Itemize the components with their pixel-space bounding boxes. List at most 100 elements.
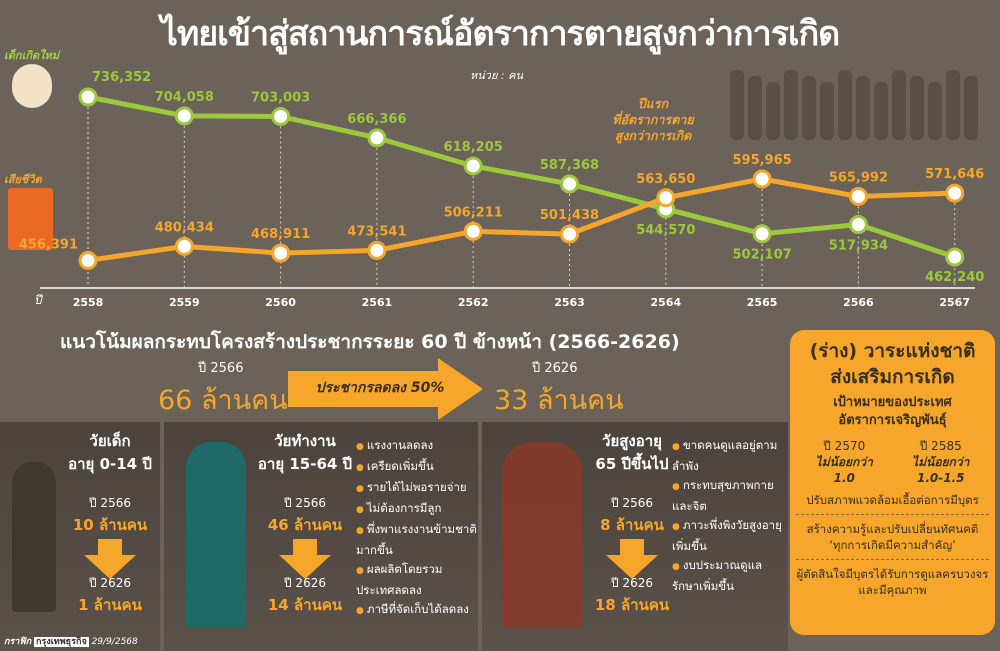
people-silhouette-icon	[784, 70, 798, 140]
legend-deaths: เสียชีวิต	[4, 173, 42, 186]
data-point	[560, 224, 579, 244]
elderly-figure-icon	[502, 442, 582, 627]
people-silhouette-icon	[802, 76, 816, 140]
data-point	[271, 243, 291, 263]
impact-item: ไม่ต้องการมีลูก	[356, 499, 478, 520]
x-tick-label: 2564	[650, 296, 681, 309]
panel-working: วัยทำงาน อายุ 15-64 ปี ปี 2566 46 ล้านคน ป…	[164, 422, 478, 651]
panel-children: วัยเด็ก อายุ 0-14 ปี ปี 2566 10 ล้านคน ปี …	[0, 422, 160, 651]
policy-sub-2: อัตราการเจริญพันธุ์	[838, 413, 947, 428]
group-title: วัยเด็ก อายุ 0-14 ปี	[68, 432, 152, 473]
data-point	[174, 236, 194, 256]
annotation: สูงกว่าการเกิด	[615, 128, 692, 144]
data-point	[78, 250, 98, 270]
people-silhouette-icon	[820, 82, 834, 140]
page-title: ไทยเข้าสู่สถานการณ์อัตราการตายสูงกว่าการ…	[160, 14, 841, 54]
data-label: 736,352	[92, 70, 151, 85]
impact-list: ขาดคนดูแลอยู่ตามลำพัง กระทบสุขภาพกายและจ…	[672, 436, 788, 596]
data-label: 468,911	[251, 227, 310, 242]
data-label: 480,434	[155, 220, 214, 235]
policy-box: (ร่าง) วาระแห่งชาติ ส่งเสริมการเกิด เป้า…	[790, 330, 995, 635]
group-value-2626: ปี 2626 14 ล้านคน	[267, 576, 343, 614]
data-label: 456,391	[19, 237, 78, 252]
impact-item: งบประมาณดูแลรักษาเพิ่มขึ้น	[672, 556, 788, 596]
data-label: 666,366	[347, 112, 406, 127]
x-tick-label: 2561	[362, 296, 393, 309]
data-point	[367, 128, 387, 148]
group-value-2626: ปี 2626 18 ล้านคน	[594, 576, 670, 614]
down-arrow-icon	[606, 539, 658, 579]
annotation: ที่อัตราการตาย	[612, 110, 695, 127]
group-value-2626: ปี 2626 1 ล้านคน	[78, 576, 142, 614]
data-point	[174, 106, 194, 126]
credit: กราฟิก กรุงเทพธุรกิจ 29/9/2568	[4, 637, 138, 647]
data-label: 506,211	[444, 205, 503, 220]
group-value-2566: ปี 2566 8 ล้านคน	[600, 496, 664, 534]
data-point	[271, 106, 291, 126]
target-2570: ปี 2570 ไม่น้อยกว่า 1.0	[815, 439, 873, 485]
data-label: 595,965	[732, 153, 791, 168]
panel-elderly: วัยสูงอายุ 65 ปีขึ้นไป ปี 2566 8 ล้านคน ปี…	[482, 422, 788, 651]
from-year: ปี 2566	[198, 361, 244, 376]
unit-label: หน่วย : คน	[470, 69, 523, 82]
x-tick-label: 2567	[939, 296, 970, 309]
group-value-2566: ปี 2566 46 ล้านคน	[267, 496, 343, 534]
deceased-portrait-icon	[8, 188, 53, 250]
to-value: 33 ล้านคน	[494, 385, 624, 416]
policy-sub: เป้าหมายของประเทศ	[833, 395, 952, 410]
data-point	[367, 240, 387, 260]
data-point	[463, 221, 483, 241]
people-silhouette-icon	[892, 70, 906, 140]
to-year: ปี 2626	[532, 361, 578, 376]
x-tick-label: 2558	[73, 296, 104, 309]
people-silhouette-icon	[748, 76, 762, 140]
policy-title: (ร่าง) วาระแห่งชาติ	[809, 340, 976, 362]
arrow-text: ประชากรลดลง 50%	[315, 380, 445, 396]
x-tick-label: 2563	[554, 296, 585, 309]
x-tick-label: 2559	[169, 296, 200, 309]
data-label: 571,646	[925, 167, 984, 182]
target-2585: ปี 2585 ไม่น้อยกว่า 1.0-1.5	[912, 439, 970, 485]
people-silhouette-icon	[946, 70, 960, 140]
data-label: 502,107	[732, 248, 791, 263]
data-point	[78, 87, 98, 107]
group-title: วัยสูงอายุ 65 ปีขึ้นไป	[595, 432, 669, 473]
impact-item: กระทบสุขภาพกายและจิต	[672, 476, 788, 516]
people-silhouette-icon	[766, 82, 780, 140]
impact-item: ขาดคนดูแลอยู่ตามลำพัง	[672, 436, 788, 476]
projection-subtitle: แนวโน้มผลกระทบโครงสร้างประชากรระยะ 60 ปี…	[60, 331, 680, 353]
data-label: 517,934	[829, 238, 888, 253]
policy-item: ผู้ตัดสินใจมีบุตรได้รับการดูแลครบวงจรและ…	[796, 567, 989, 597]
impact-item: ภาษีที่จัดเก็บได้ลดลง	[356, 600, 478, 621]
policy-item: ปรับสภาพแวดล้อมเอื้อต่อการมีบุตร	[796, 486, 989, 515]
x-tick-label: 2560	[265, 296, 296, 309]
people-silhouette-icon	[856, 76, 870, 140]
from-value: 66 ล้านคน	[158, 385, 288, 416]
x-tick-label: 2566	[843, 296, 874, 309]
x-tick-label: 2562	[458, 296, 489, 309]
policy-item: สร้างความรู้และปรับเปลี่ยนทัศนคติ ‘ทุกกา…	[796, 515, 989, 560]
data-point	[848, 186, 868, 206]
data-point	[848, 214, 868, 234]
impact-item: ผลผลิตโดยรวมประเทศลดลง	[356, 560, 478, 600]
data-point	[752, 169, 772, 189]
people-silhouette-icon	[964, 76, 978, 140]
impact-item: แรงงานลดลง	[356, 436, 478, 457]
data-label: 501,438	[540, 208, 599, 223]
data-label: 544,570	[636, 223, 695, 238]
impact-item: พึ่งพาแรงงานข้ามชาติมากขึ้น	[356, 520, 478, 560]
data-label: 563,650	[636, 172, 695, 187]
data-point	[463, 156, 483, 176]
child-figure-icon	[12, 462, 56, 612]
impact-item: ภาวะพึ่งพิงวัยสูงอายุเพิ่มขึ้น	[672, 516, 788, 556]
annotation: ปีแรก	[638, 96, 670, 111]
data-point	[656, 188, 676, 208]
policy-title-2: ส่งเสริมการเกิด	[830, 366, 955, 388]
data-label: 473,541	[347, 224, 406, 239]
data-point	[945, 183, 965, 203]
data-label: 704,058	[155, 90, 214, 105]
people-silhouette-icon	[838, 70, 852, 140]
data-label: 703,003	[251, 90, 310, 105]
series-line-1	[87, 176, 955, 263]
group-value-2566: ปี 2566 10 ล้านคน	[72, 496, 148, 534]
